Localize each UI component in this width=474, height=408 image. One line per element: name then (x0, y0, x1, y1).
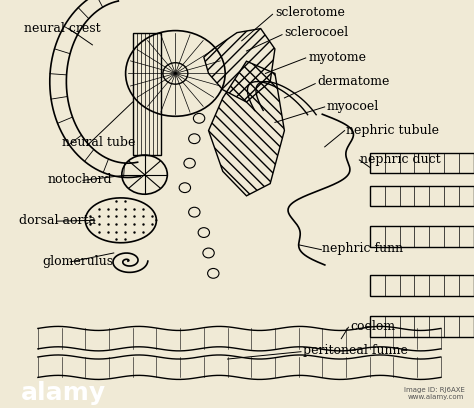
Text: coelom: coelom (351, 320, 396, 333)
Text: peritoneal funne: peritoneal funne (303, 344, 408, 357)
Text: neural crest: neural crest (24, 22, 100, 35)
Text: sclerotome: sclerotome (275, 6, 345, 19)
Bar (370, 153, 474, 173)
Bar (370, 316, 474, 337)
Text: Image ID: RJ6AXE
www.alamy.com: Image ID: RJ6AXE www.alamy.com (404, 387, 465, 400)
Text: dorsal aorta: dorsal aorta (19, 214, 96, 227)
Text: myocoel: myocoel (327, 100, 379, 113)
Text: glomerulus: glomerulus (43, 255, 114, 268)
Text: myotome: myotome (308, 51, 366, 64)
Text: notochord: notochord (47, 173, 112, 186)
Bar (370, 275, 474, 296)
Text: nephric duct: nephric duct (360, 153, 441, 166)
Text: sclerocoel: sclerocoel (284, 26, 348, 39)
Bar (370, 186, 474, 206)
Text: neural tube: neural tube (62, 136, 135, 149)
Bar (370, 226, 474, 247)
Text: dermatome: dermatome (318, 75, 390, 88)
Text: nephric tubule: nephric tubule (346, 124, 439, 137)
Text: nephric funn: nephric funn (322, 242, 403, 255)
Text: alamy: alamy (21, 381, 106, 405)
